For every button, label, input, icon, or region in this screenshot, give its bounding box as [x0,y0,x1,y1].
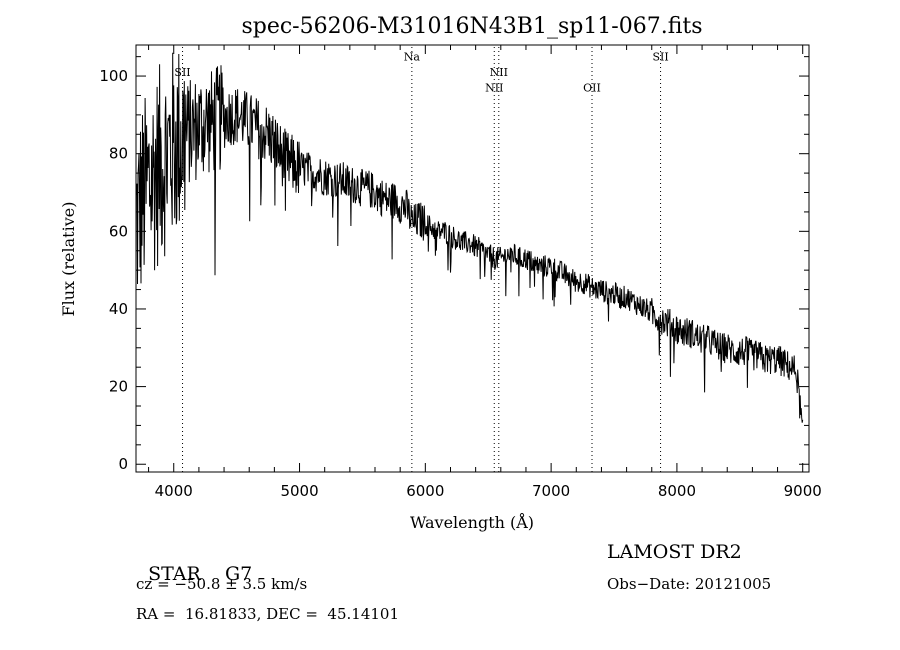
observation-date: Obs−Date: 20121005 [607,575,772,593]
chart-title: spec-56206-M31016N43B1_sp11-067.fits [241,14,702,39]
x-axis-ticks: 4000 5000 6000 7000 8000 9000 [148,45,822,500]
line-marker-label: NII [490,66,508,79]
x-tick-label: 6000 [406,482,444,500]
y-tick-label: 60 [109,222,128,240]
x-axis-label: Wavelength (Å) [410,512,534,532]
x-tick-label: 7000 [532,482,570,500]
emission-line-markers: SII Na NII NII OII SII [174,47,669,472]
y-tick-label: 80 [109,145,128,163]
x-tick-label: 4000 [155,482,193,500]
y-axis-ticks: 0 20 40 60 80 100 [99,56,809,473]
line-marker-label: SII [652,51,668,64]
y-axis-label: Flux (relative) [59,202,78,317]
x-tick-label: 8000 [658,482,696,500]
plot-frame [135,44,810,473]
y-tick-label: 100 [99,67,128,85]
object-subclass: G7 [224,563,253,585]
line-marker-label: SII [174,66,190,79]
y-tick-label: 40 [109,300,128,318]
survey-name: LAMOST DR2 [607,541,742,563]
redshift-readout: cz = −50.8 ± 3.5 km/s [136,575,308,593]
x-tick-label: 9000 [784,482,822,500]
coordinates-readout: RA = 16.81833, DEC = 45.14101 [136,605,400,623]
object-class-label: STAR [148,563,201,585]
line-marker-label: Na [404,51,421,64]
y-tick-label: 20 [109,378,128,396]
y-tick-label: 0 [118,455,128,473]
line-marker-label: NII [485,82,503,95]
object-class: STAR G7 [136,541,252,585]
x-tick-label: 5000 [280,482,318,500]
line-marker-label: OII [583,82,601,95]
spectrum-line [135,52,804,423]
